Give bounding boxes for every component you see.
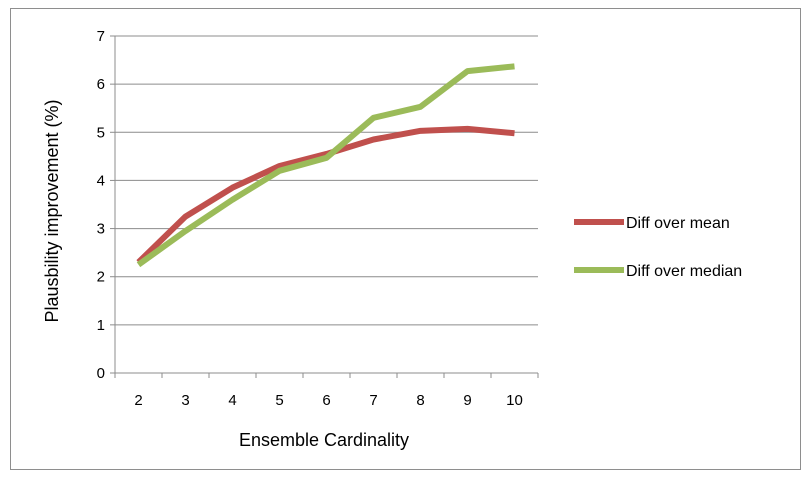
legend-label: Diff over mean	[626, 215, 730, 232]
y-tick-label: 6	[97, 76, 105, 93]
series-line-diff-over-median	[136, 63, 515, 268]
y-tick-label: 3	[97, 221, 105, 238]
y-tick-label: 5	[97, 124, 105, 141]
series-lines	[136, 63, 515, 268]
chart-frame: 0 1 2 3 4 5 6 7 2 3 4 5 6 7 8 9 10 Ensemble Cardinality …	[10, 8, 801, 470]
x-tick-label: 7	[369, 392, 377, 409]
x-tick-label: 6	[322, 392, 330, 409]
x-tick-label: 9	[463, 392, 471, 409]
gridlines	[115, 35, 538, 326]
axes	[110, 35, 539, 378]
x-tick-label: 4	[228, 392, 236, 409]
y-axis-title: Plausbility improvement (%)	[42, 99, 62, 322]
y-tick-label: 0	[97, 365, 105, 382]
x-tick-label: 10	[506, 392, 523, 409]
x-tick-label: 8	[416, 392, 424, 409]
legend: Diff over mean Diff over median	[574, 215, 742, 280]
legend-label: Diff over median	[626, 263, 742, 280]
y-tick-label: 2	[97, 269, 105, 286]
y-tick-label: 4	[97, 172, 105, 189]
x-tick-label: 3	[181, 392, 189, 409]
x-axis-title: Ensemble Cardinality	[239, 430, 409, 450]
y-tick-label: 7	[97, 28, 105, 45]
y-tick-label: 1	[97, 317, 105, 334]
x-tick-label: 2	[134, 392, 142, 409]
tick-labels: 0 1 2 3 4 5 6 7 2 3 4 5 6 7 8 9 10	[97, 28, 523, 409]
x-tick-label: 5	[275, 392, 283, 409]
series-line-diff-over-mean	[136, 125, 515, 265]
